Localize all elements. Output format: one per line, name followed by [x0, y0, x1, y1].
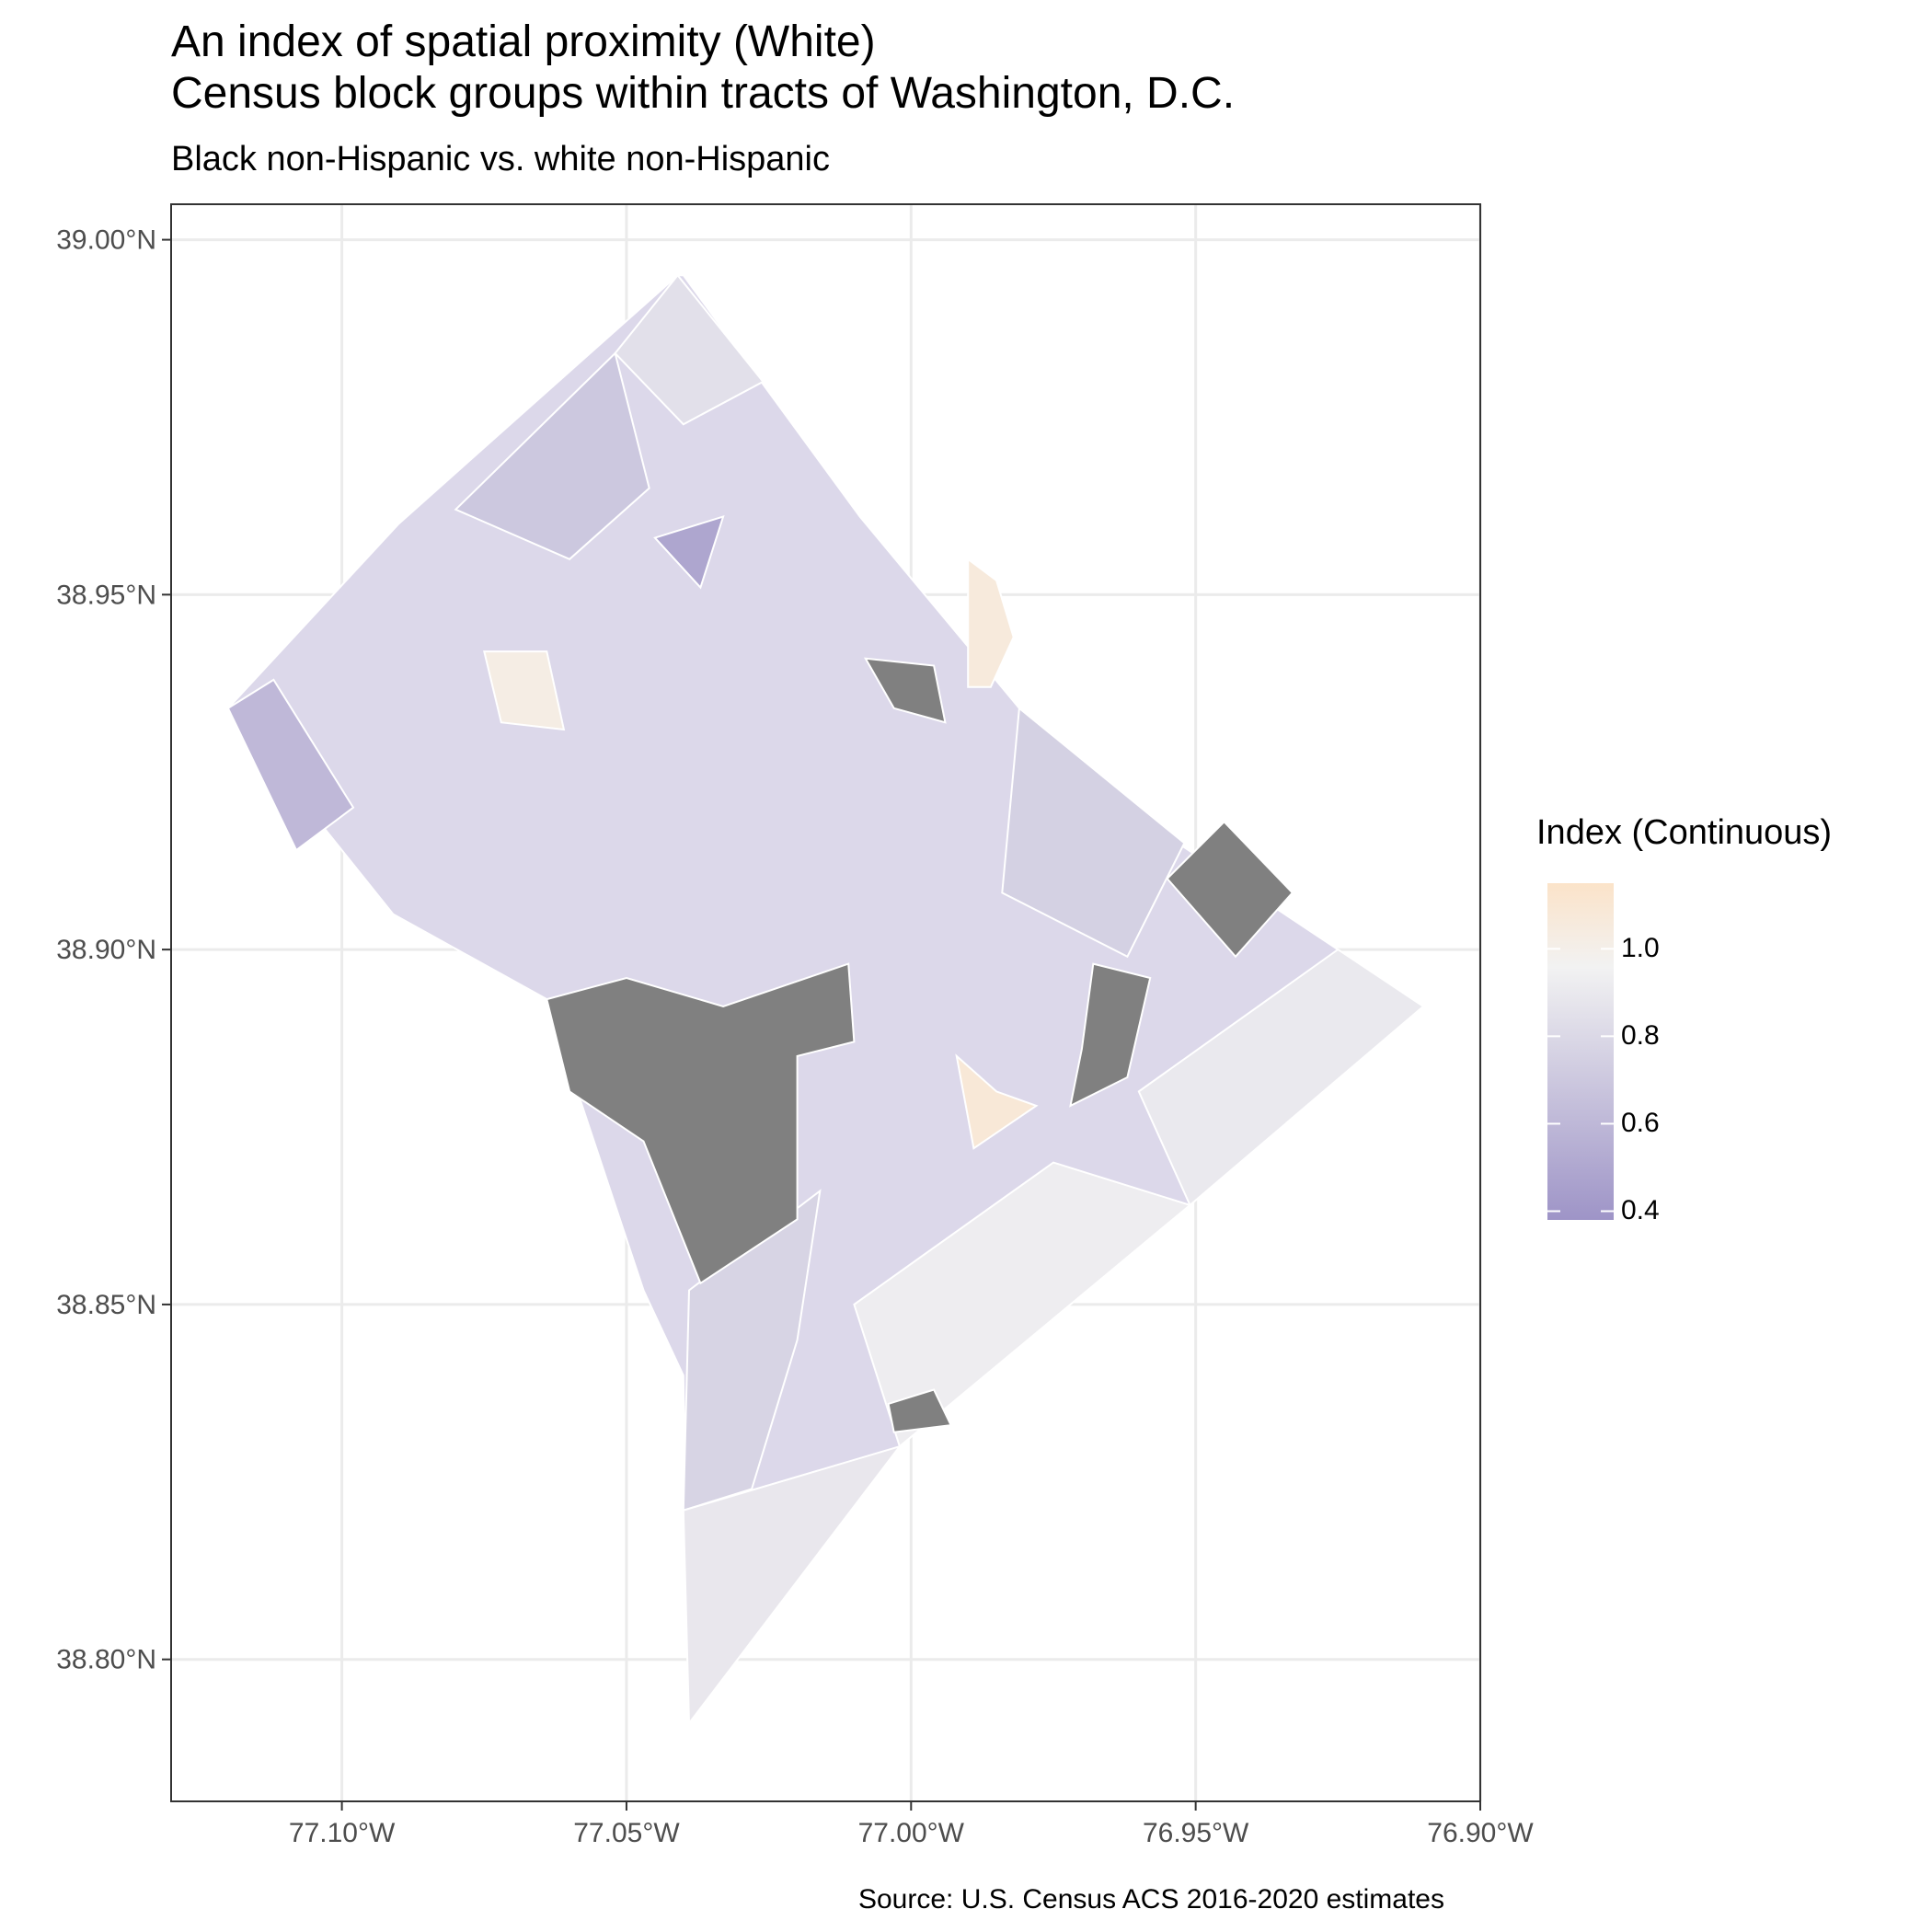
zone-mall-na — [546, 962, 856, 1285]
x-tick-label-3: 76.95°W — [1143, 1818, 1249, 1848]
title-line-1: An index of spatial proximity (White) — [171, 17, 876, 66]
y-tick-label-3: 38.85°N — [56, 1290, 156, 1320]
zone-dark-northwest — [653, 514, 725, 590]
y-tick-label-4: 38.80°N — [56, 1645, 156, 1675]
zone-south-small-na — [887, 1388, 953, 1433]
y-tick-label-0: 39.00°N — [56, 225, 156, 256]
zone-beige-north — [967, 557, 1015, 688]
plot-border — [170, 203, 1481, 1802]
x-tick-label-2: 77.00°W — [858, 1818, 965, 1848]
y-tick-label-2: 38.90°N — [56, 935, 156, 965]
zone-north-center-na — [863, 657, 947, 724]
legend-title: Index (Continuous) — [1536, 813, 1833, 852]
zone-southeast-tail — [682, 1444, 903, 1726]
subtitle: Black non-Hispanic vs. white non-Hispani… — [171, 140, 830, 178]
legend-label-0-4: 0.4 — [1621, 1195, 1660, 1226]
page-title: An index of spatial proximity (White) Ce… — [171, 17, 1235, 120]
legend-label-0-6: 0.6 — [1621, 1108, 1660, 1139]
zone-anacostia-na — [1069, 962, 1152, 1108]
zone-beige-center — [955, 1053, 1039, 1150]
legend-ticks — [1547, 948, 1614, 1213]
zone-upper-northwest — [454, 351, 650, 560]
zone-southeast — [853, 1161, 1192, 1448]
y-tick-label-1: 38.95°N — [56, 580, 156, 610]
zone-northeast-na — [1166, 820, 1294, 959]
region-layer — [226, 273, 1425, 1727]
legend-label-0-8: 0.8 — [1621, 1020, 1660, 1052]
legend-colorbar — [1547, 883, 1614, 1220]
zone-northwest-tip — [614, 273, 765, 426]
zone-beige-northwest — [483, 650, 566, 731]
source-caption: Source: U.S. Census ACS 2016-2020 estima… — [857, 1884, 1444, 1915]
zone-east-lower — [1137, 948, 1425, 1207]
legend-label-1-0: 1.0 — [1621, 933, 1660, 964]
axis-layer: 77.10°W 77.05°W 77.00°W 76.95°W 76.90°W 39.00… — [56, 225, 1534, 1848]
x-tick-label-0: 77.10°W — [289, 1818, 396, 1848]
title-line-2: Census block groups within tracts of Was… — [171, 69, 1236, 118]
x-tick-label-4: 76.90°W — [1427, 1818, 1534, 1848]
zone-east-top — [1001, 706, 1186, 959]
x-tick-label-1: 77.05°W — [573, 1818, 680, 1848]
zone-west-arm — [226, 678, 355, 852]
